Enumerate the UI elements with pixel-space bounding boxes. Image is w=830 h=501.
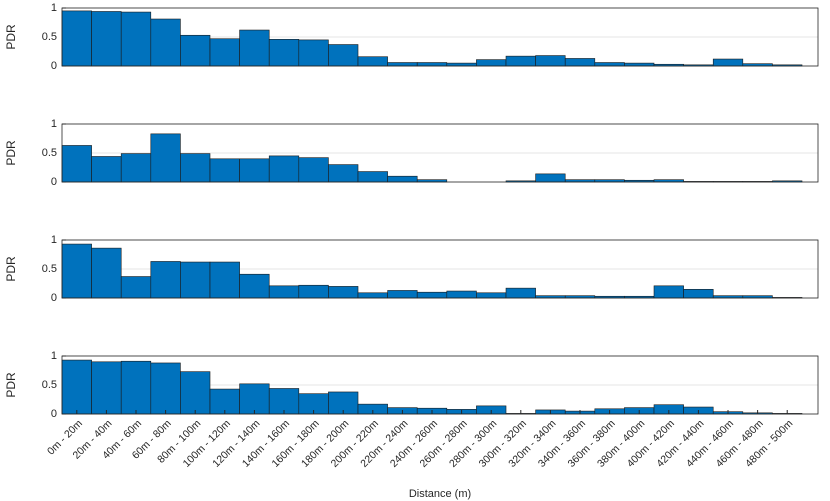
y-tick-label: 0.5 [42,263,57,275]
bar [239,383,270,415]
bar [683,288,714,299]
bar [150,133,181,183]
bar [712,58,744,67]
bar [535,173,566,183]
bar [91,156,122,183]
bar [387,62,418,67]
bar [239,29,270,67]
y-tick-label: 1 [51,2,57,14]
y-tick-label: 0.5 [42,379,57,391]
bar [564,58,596,67]
bar [61,243,92,299]
bar [91,361,122,415]
bar [180,261,211,299]
y-axis-label: PDR [4,372,18,398]
bar [180,153,211,183]
bar [298,39,329,67]
axes-box [61,355,819,415]
bar [535,55,566,67]
bar [505,287,536,299]
y-axis-label: PDR [4,140,18,166]
bar [61,10,92,67]
bar [624,62,655,67]
y-tick-label: 1 [51,234,57,246]
bar [446,62,477,67]
bar [239,273,270,299]
bar [446,290,477,299]
bar [120,153,152,183]
y-axis-label: PDR [4,24,18,50]
x-axis-label: Distance (m) [409,488,471,500]
y-tick-label: 0.5 [42,31,57,43]
y-tick-label: 0 [51,60,57,72]
bar [120,11,152,67]
bar [268,388,300,415]
bar [209,158,240,183]
bar [91,247,122,299]
y-axis-label: PDR [4,256,18,282]
axes-box [61,239,819,299]
bar [653,285,684,299]
bar [150,18,181,67]
bar [61,359,92,415]
bar [268,39,300,67]
axes-box [61,123,819,183]
bar [239,158,270,183]
bar [357,292,388,299]
bar [180,371,211,415]
bar [416,291,448,299]
bar [91,11,122,67]
bar [209,38,240,67]
y-tick-label: 0 [51,408,57,420]
bar [120,276,152,299]
bar [328,286,359,299]
bar [268,155,300,183]
bar [328,44,359,67]
axes-box [61,7,819,67]
y-tick-label: 0 [51,176,57,188]
bar [594,62,625,67]
bar [180,34,211,67]
bar [268,285,300,299]
y-tick-label: 1 [51,350,57,362]
bar [476,292,507,299]
bar [357,171,388,183]
bar [328,164,359,183]
bar [298,157,329,183]
bar [505,55,536,67]
bar [120,360,152,415]
bar [61,145,92,183]
y-tick-label: 0 [51,292,57,304]
bar [298,284,329,299]
bar [357,56,388,67]
bar [416,62,448,67]
bar [150,261,181,299]
bar [387,290,418,299]
y-tick-label: 1 [51,118,57,130]
bar [209,388,240,415]
bar [209,261,240,299]
bar [150,362,181,415]
y-tick-label: 0.5 [42,147,57,159]
bar [387,175,418,183]
bar [476,59,507,67]
